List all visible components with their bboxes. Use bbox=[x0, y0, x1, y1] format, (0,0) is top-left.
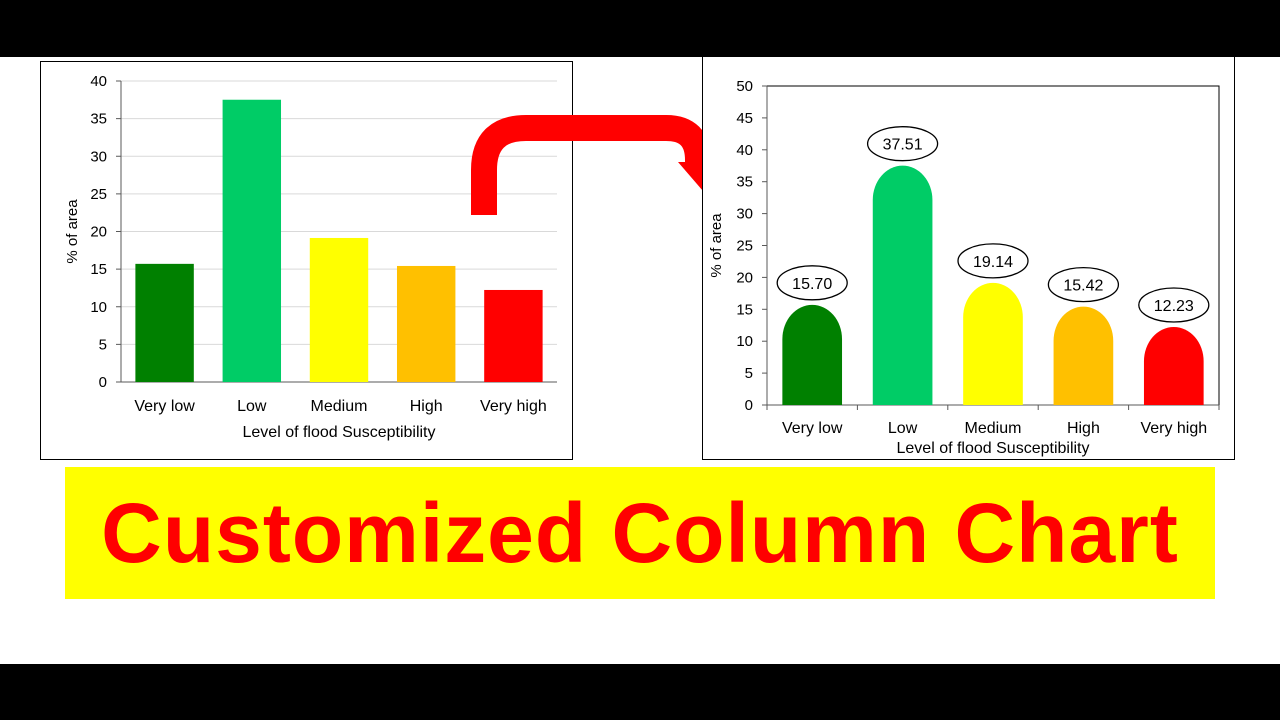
x-tick-label: Low bbox=[237, 398, 267, 415]
data-label-oval bbox=[1047, 266, 1120, 303]
x-tick-label: High bbox=[410, 398, 443, 415]
x-tick-label: Low bbox=[888, 420, 918, 437]
y-tick-label: 40 bbox=[90, 73, 107, 90]
bar bbox=[1143, 326, 1204, 405]
y-tick-label: 45 bbox=[736, 110, 753, 127]
y-tick-label: 35 bbox=[90, 111, 107, 128]
y-tick-label: 35 bbox=[736, 174, 753, 191]
arrow-shaft bbox=[471, 115, 711, 215]
y-axis-label: % of area bbox=[64, 199, 81, 264]
y-tick-label: 20 bbox=[90, 224, 107, 241]
x-tick-label: High bbox=[1067, 420, 1100, 437]
y-tick-label: 15 bbox=[736, 301, 753, 318]
y-tick-label: 5 bbox=[99, 336, 107, 353]
standard-column-chart-svg: 0 5 10 15 20 25 30 35 40 Very low Low Medium High Ver… bbox=[64, 73, 557, 441]
y-tick-label: 0 bbox=[745, 397, 753, 414]
y-tick-label: 5 bbox=[745, 365, 753, 382]
curved-arrow-icon bbox=[471, 115, 728, 215]
title-banner: Customized Column Chart bbox=[65, 467, 1215, 599]
x-tick-label: Medium bbox=[311, 398, 368, 415]
bar bbox=[963, 282, 1023, 405]
x-tick-label: Very low bbox=[134, 398, 195, 415]
bar bbox=[872, 165, 933, 405]
y-tick-label: 15 bbox=[90, 261, 107, 278]
data-label-oval bbox=[866, 126, 939, 162]
bar bbox=[309, 237, 369, 382]
standard-column-chart: 0 5 10 15 20 25 30 35 40 Very low Low Medium High Ver… bbox=[40, 61, 573, 460]
data-label-oval bbox=[776, 265, 848, 301]
data-label-oval bbox=[957, 243, 1029, 279]
x-tick-label: Medium bbox=[965, 420, 1022, 437]
data-label: 37.51 bbox=[883, 137, 923, 154]
data-label: 15.42 bbox=[1063, 278, 1103, 295]
y-axis-label: % of area bbox=[708, 213, 725, 278]
x-tick-label: Very high bbox=[480, 398, 547, 415]
y-tick-label: 30 bbox=[736, 206, 753, 223]
bar bbox=[135, 263, 194, 382]
bar bbox=[484, 289, 543, 382]
bar bbox=[1053, 306, 1114, 405]
data-label-oval bbox=[1138, 287, 1210, 323]
x-axis-label: Level of flood Susceptibility bbox=[243, 424, 436, 441]
y-tick-label: 25 bbox=[736, 238, 753, 255]
data-label: 19.14 bbox=[973, 254, 1013, 271]
x-tick-label: Very low bbox=[782, 420, 843, 437]
x-axis-label: Level of flood Susceptibility bbox=[897, 440, 1090, 457]
y-tick-label: 20 bbox=[736, 269, 753, 286]
y-tick-label: 30 bbox=[90, 148, 107, 165]
y-tick-label: 25 bbox=[90, 186, 107, 203]
data-label: 15.70 bbox=[792, 276, 832, 293]
y-tick-label: 10 bbox=[90, 299, 107, 316]
customized-column-chart-svg: 0 5 10 15 20 25 30 35 40 45 50 15.70 Very low 37.51 Lo… bbox=[708, 78, 1220, 457]
x-tick-label: Very high bbox=[1140, 420, 1207, 437]
y-tick-label: 10 bbox=[736, 333, 753, 350]
data-label: 12.23 bbox=[1154, 298, 1194, 315]
y-tick-label: 40 bbox=[736, 142, 753, 159]
bar bbox=[396, 265, 456, 382]
bottom-letterbox-bar bbox=[0, 664, 1280, 720]
y-tick-label: 0 bbox=[99, 374, 107, 391]
y-tick-label: 50 bbox=[736, 78, 753, 95]
bar bbox=[222, 99, 282, 383]
banner-title: Customized Column Chart bbox=[101, 485, 1179, 580]
customized-column-chart: 0 5 10 15 20 25 30 35 40 45 50 15.70 Very low 37.51 Lo… bbox=[702, 56, 1235, 460]
bar bbox=[782, 304, 843, 405]
top-letterbox-bar bbox=[0, 0, 1280, 57]
